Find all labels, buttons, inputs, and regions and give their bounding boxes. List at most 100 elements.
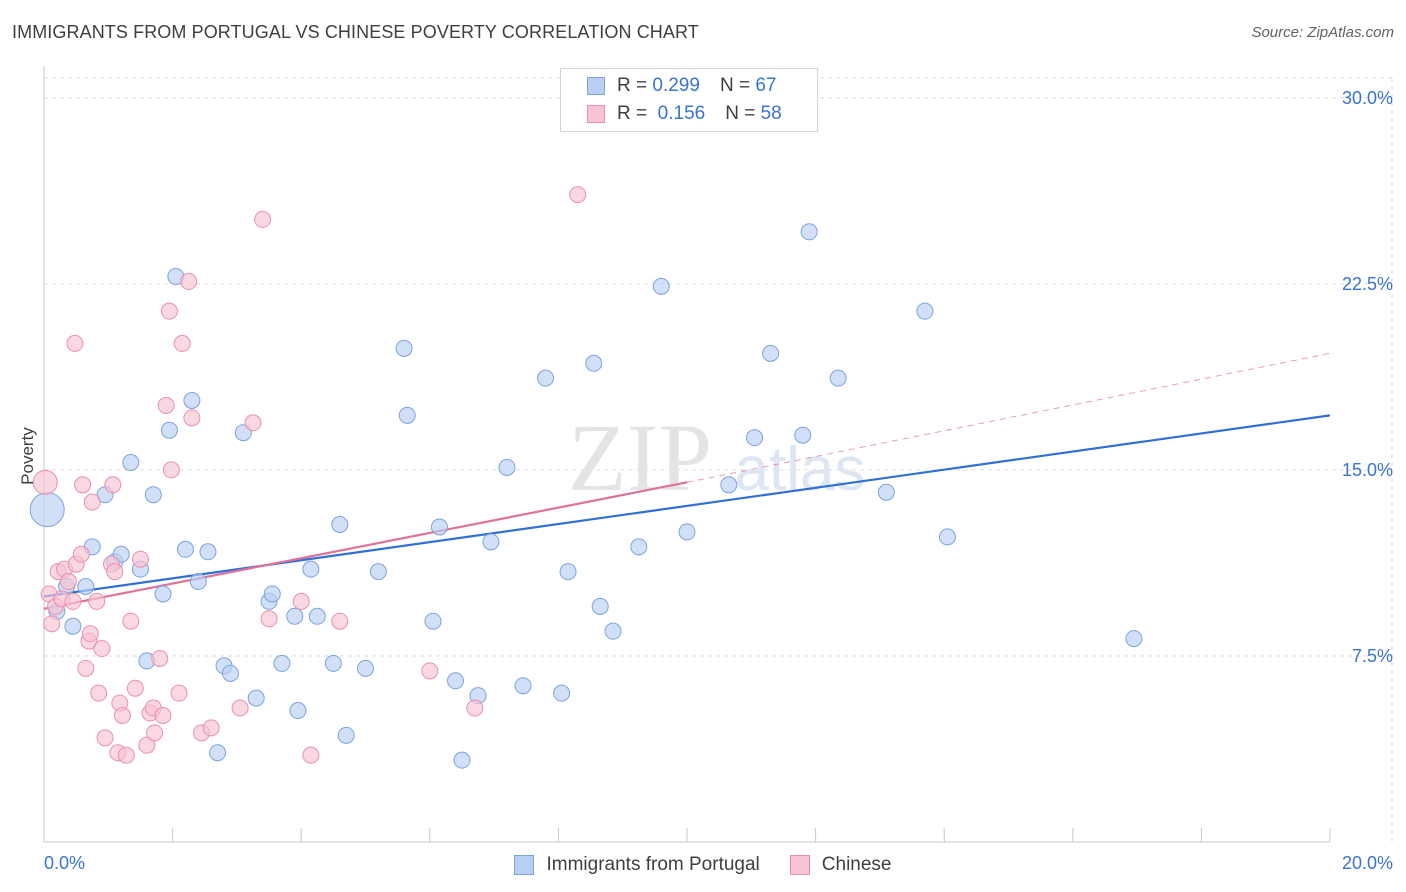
- point-portugal: [537, 369, 555, 387]
- point-chinese: [173, 334, 191, 352]
- point-portugal: [762, 344, 780, 362]
- point-portugal: [746, 429, 764, 447]
- point-portugal: [29, 492, 65, 528]
- point-chinese: [331, 612, 349, 630]
- series-legend-label: Immigrants from Portugal: [546, 854, 760, 875]
- point-portugal: [369, 563, 387, 581]
- point-portugal: [221, 664, 239, 682]
- point-chinese: [74, 476, 92, 494]
- point-chinese: [254, 210, 272, 228]
- point-chinese: [96, 729, 114, 747]
- point-portugal: [64, 617, 82, 635]
- point-portugal: [652, 277, 670, 295]
- point-portugal: [337, 726, 355, 744]
- point-portugal: [678, 523, 696, 541]
- point-portugal: [591, 597, 609, 615]
- point-portugal: [800, 223, 818, 241]
- point-portugal: [77, 578, 95, 596]
- point-chinese: [93, 640, 111, 658]
- point-chinese: [104, 476, 122, 494]
- point-portugal: [209, 744, 227, 762]
- series-swatch-portugal: [514, 855, 535, 875]
- trend-line-chinese: [43, 481, 688, 610]
- point-chinese: [154, 706, 172, 724]
- point-portugal: [308, 607, 326, 625]
- legend-n-value: 58: [760, 103, 782, 124]
- point-portugal: [794, 426, 812, 444]
- point-chinese: [146, 724, 164, 742]
- y-axis-label: Poverty: [18, 427, 37, 485]
- point-portugal: [630, 538, 648, 556]
- point-chinese: [90, 684, 108, 702]
- point-chinese: [83, 493, 101, 511]
- point-chinese: [131, 550, 149, 568]
- legend-swatch-chinese: [587, 105, 605, 123]
- point-chinese: [260, 610, 278, 628]
- legend-r-value: 0.156: [657, 103, 706, 124]
- point-portugal: [482, 533, 500, 551]
- point-portugal: [302, 560, 320, 578]
- point-chinese: [72, 545, 90, 563]
- legend-r-label: R =: [617, 103, 648, 124]
- y-tick-label: 7.5%: [1352, 646, 1393, 666]
- watermark-zip-text: ZIP: [568, 404, 712, 511]
- point-portugal: [398, 406, 416, 424]
- series-legend-label: Chinese: [821, 854, 892, 875]
- point-chinese: [170, 684, 188, 702]
- x-tick-label-max: 20.0%: [1342, 853, 1393, 873]
- legend-row-portugal: R = 0.299 N = 67: [587, 73, 776, 99]
- point-chinese: [292, 592, 310, 610]
- point-chinese: [302, 746, 320, 764]
- axes: [43, 66, 1331, 843]
- point-portugal: [357, 659, 374, 677]
- point-portugal: [176, 540, 194, 558]
- point-chinese: [151, 649, 169, 667]
- point-chinese: [66, 334, 84, 352]
- watermark-atlas-text: atlas: [735, 435, 866, 504]
- point-portugal: [585, 354, 603, 372]
- legend-r-value: 0.299: [652, 75, 700, 96]
- watermark: ZIP atlas: [568, 404, 865, 511]
- legend-n-label: N =: [725, 103, 756, 124]
- trend-lines: [43, 352, 1331, 610]
- point-chinese: [113, 706, 131, 724]
- point-portugal: [498, 458, 516, 476]
- y-tick-label: 30.0%: [1342, 88, 1393, 108]
- point-chinese: [421, 662, 439, 680]
- series-legend-portugal: Immigrants from Portugal: [514, 854, 760, 876]
- y-tick-label: 15.0%: [1342, 460, 1393, 480]
- legend-swatch-portugal: [587, 77, 605, 95]
- point-portugal: [273, 654, 291, 672]
- legend-row-chinese: R = 0.156 N = 58: [587, 101, 782, 127]
- point-portugal: [324, 654, 342, 672]
- point-portugal: [424, 612, 442, 630]
- point-portugal: [559, 563, 577, 581]
- point-portugal: [720, 476, 738, 494]
- point-chinese: [162, 461, 180, 479]
- gridlines: [44, 77, 1393, 842]
- point-portugal: [877, 483, 895, 501]
- point-portugal: [289, 702, 307, 720]
- legend-n-value: 67: [755, 75, 777, 96]
- point-portugal: [263, 585, 281, 603]
- tick-labels: 7.5% 15.0% 22.5% 30.0% 0.0% 20.0%: [44, 88, 1393, 873]
- chart-title: IMMIGRANTS FROM PORTUGAL VS CHINESE POVE…: [12, 22, 699, 42]
- point-chinese: [183, 409, 201, 427]
- point-chinese: [569, 186, 587, 204]
- point-chinese: [244, 414, 262, 432]
- point-chinese: [59, 573, 77, 591]
- point-chinese: [32, 469, 58, 495]
- point-chinese: [180, 272, 198, 290]
- point-chinese: [106, 563, 124, 581]
- series-swatch-chinese: [789, 855, 810, 875]
- point-portugal: [331, 515, 349, 533]
- point-portugal: [247, 689, 265, 707]
- point-portugal: [514, 677, 532, 695]
- point-portugal: [395, 339, 413, 357]
- legend-n-label: N =: [719, 75, 751, 96]
- x-tick-label-min: 0.0%: [44, 853, 85, 873]
- point-chinese: [160, 302, 178, 320]
- point-chinese: [202, 719, 220, 737]
- point-portugal: [154, 585, 172, 603]
